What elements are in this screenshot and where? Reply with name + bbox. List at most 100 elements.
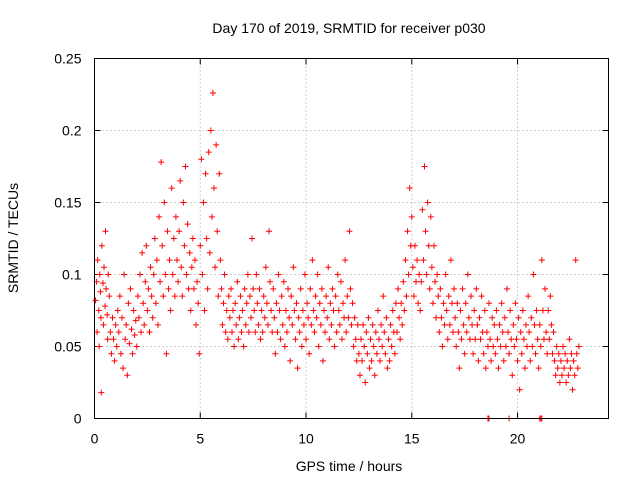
data-point [299,307,306,314]
data-point [288,293,295,300]
data-point [185,285,192,292]
data-point [342,257,349,264]
data-point [499,329,506,336]
data-point [551,357,558,364]
data-point [281,343,288,350]
data-point [220,300,227,307]
data-point [353,357,360,364]
data-point [465,314,472,321]
data-point [548,321,555,328]
data-point [491,321,498,328]
data-point [566,336,573,343]
data-point [462,300,469,307]
data-point [534,336,541,343]
data-point [392,300,399,307]
data-point [99,280,106,287]
data-point [334,271,341,278]
data-point [457,307,464,314]
data-point [190,285,197,292]
data-point [318,285,325,292]
data-point [346,228,353,235]
data-point [162,271,169,278]
data-point [375,336,382,343]
data-point [343,329,350,336]
data-point [189,235,196,242]
data-point [111,357,118,364]
data-point [358,336,365,343]
data-point [500,357,507,364]
data-point [301,271,308,278]
data-point [240,343,247,350]
data-point [204,285,211,292]
data-point [122,336,129,343]
data-point [279,321,286,328]
data-point [112,321,119,328]
data-point [273,300,280,307]
data-point [228,329,235,336]
data-point [102,228,109,235]
data-point [235,336,242,343]
data-point [447,257,454,264]
data-point [561,365,568,372]
data-point [135,314,142,321]
data-point [511,343,518,350]
data-point [314,271,321,278]
data-point [110,336,117,343]
data-point [295,314,302,321]
data-point [406,185,413,192]
data-point [269,329,276,336]
data-point [393,329,400,336]
data-point [399,321,406,328]
data-point [148,293,155,300]
data-point [167,307,174,314]
data-point [475,357,482,364]
data-point [571,372,578,379]
data-point [549,350,556,357]
data-point [144,307,151,314]
data-point [308,321,315,328]
data-point [172,213,179,220]
data-point [436,329,443,336]
data-point [232,300,239,307]
data-point [403,293,410,300]
data-point [226,314,233,321]
data-point [96,271,103,278]
data-point [478,293,485,300]
data-point [237,293,244,300]
data-point [244,271,251,278]
data-point [193,321,200,328]
data-point [246,293,253,300]
data-point [400,278,407,285]
data-point [213,141,220,148]
data-point [173,257,180,264]
data-point [528,314,535,321]
data-point [238,329,245,336]
data-point [523,321,530,328]
data-point [532,350,539,357]
data-point [526,329,533,336]
data-point [348,321,355,328]
data-point [215,293,222,300]
data-point [286,314,293,321]
data-point [377,357,384,364]
data-point [362,379,369,386]
data-point [227,285,234,292]
data-point [315,343,322,350]
data-point [468,293,475,300]
data-point [107,329,114,336]
data-point [329,285,336,292]
data-point [241,285,248,292]
data-point [283,329,290,336]
data-point [125,300,132,307]
data-point [546,336,553,343]
data-point [223,307,230,314]
data-point [151,235,158,242]
data-point [483,329,490,336]
data-point [218,285,225,292]
data-point [481,307,488,314]
data-point [472,336,479,343]
data-point [282,307,289,314]
data-point [493,307,500,314]
data-point [312,293,319,300]
